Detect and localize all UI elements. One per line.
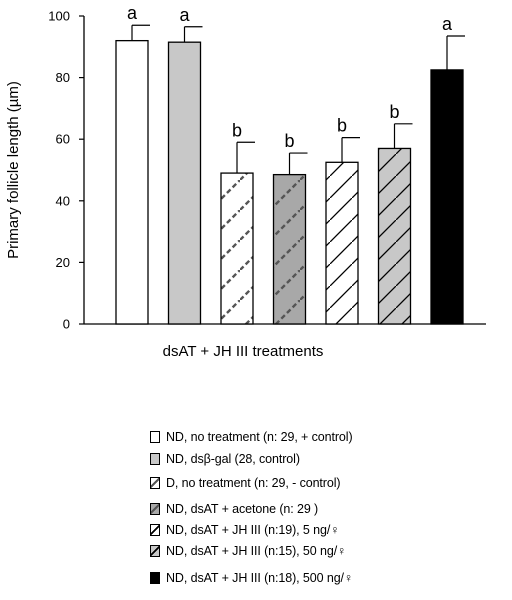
bar xyxy=(115,39,149,325)
legend-swatch xyxy=(150,477,160,489)
significance-letter: b xyxy=(389,102,399,122)
significance-letter: b xyxy=(232,120,242,140)
legend-swatch xyxy=(150,453,160,465)
bar xyxy=(220,172,254,325)
legend-label: ND, dsAT + JH III (n:19), 5 ng/♀ xyxy=(166,523,340,537)
legend-swatch xyxy=(150,503,160,515)
legend-swatch xyxy=(150,431,160,443)
significance-letter: b xyxy=(337,116,347,136)
bar xyxy=(325,161,359,325)
y-tick-label: 20 xyxy=(56,255,70,270)
significance-letter: b xyxy=(284,131,294,151)
significance-letter: a xyxy=(127,3,138,23)
significance-letter: a xyxy=(442,14,453,34)
bar xyxy=(377,147,412,325)
legend-item: D, no treatment (n: 29, - control) xyxy=(150,474,341,492)
legend-label: ND, dsβ-gal (28, control) xyxy=(166,452,300,466)
y-tick-label: 80 xyxy=(56,70,70,85)
legend-label: ND, no treatment (n: 29, + control) xyxy=(166,430,353,444)
legend-item: ND, dsβ-gal (28, control) xyxy=(150,450,300,468)
legend-item: ND, dsAT + JH III (n:15), 50 ng/♀ xyxy=(150,542,346,560)
legend-item: ND, dsAT + JH III (n:19), 5 ng/♀ xyxy=(150,521,340,539)
legend-label: ND, dsAT + JH III (n:15), 50 ng/♀ xyxy=(166,544,347,558)
bar xyxy=(430,69,464,325)
legend-label: D, no treatment (n: 29, - control) xyxy=(166,476,341,490)
y-tick-label: 0 xyxy=(63,317,70,332)
legend-swatch xyxy=(150,524,160,536)
significance-letter: a xyxy=(179,5,190,25)
bar xyxy=(272,173,307,325)
x-axis-label: dsAT + JH III treatments xyxy=(163,343,324,360)
legend-item: ND, dsAT + acetone (n: 29 ) xyxy=(150,500,318,518)
legend-label: ND, dsAT + acetone (n: 29 ) xyxy=(166,502,319,516)
legend-swatch xyxy=(150,572,160,584)
legend-item: ND, no treatment (n: 29, + control) xyxy=(150,428,353,446)
y-tick-label: 40 xyxy=(56,193,70,208)
y-tick-label: 100 xyxy=(48,9,70,24)
bars: a a b b b b a xyxy=(115,3,465,325)
legend-item: ND, dsAT + JH III (n:18), 500 ng/♀ xyxy=(150,569,353,587)
y-axis-label: Primary follicle length (µm) xyxy=(5,81,22,259)
bar xyxy=(167,41,202,325)
y-ticks: 0 20 40 60 80 100 xyxy=(48,9,84,332)
legend-swatch xyxy=(150,545,160,557)
y-tick-label: 60 xyxy=(56,132,70,147)
legend-label: ND, dsAT + JH III (n:18), 500 ng/♀ xyxy=(166,571,354,585)
